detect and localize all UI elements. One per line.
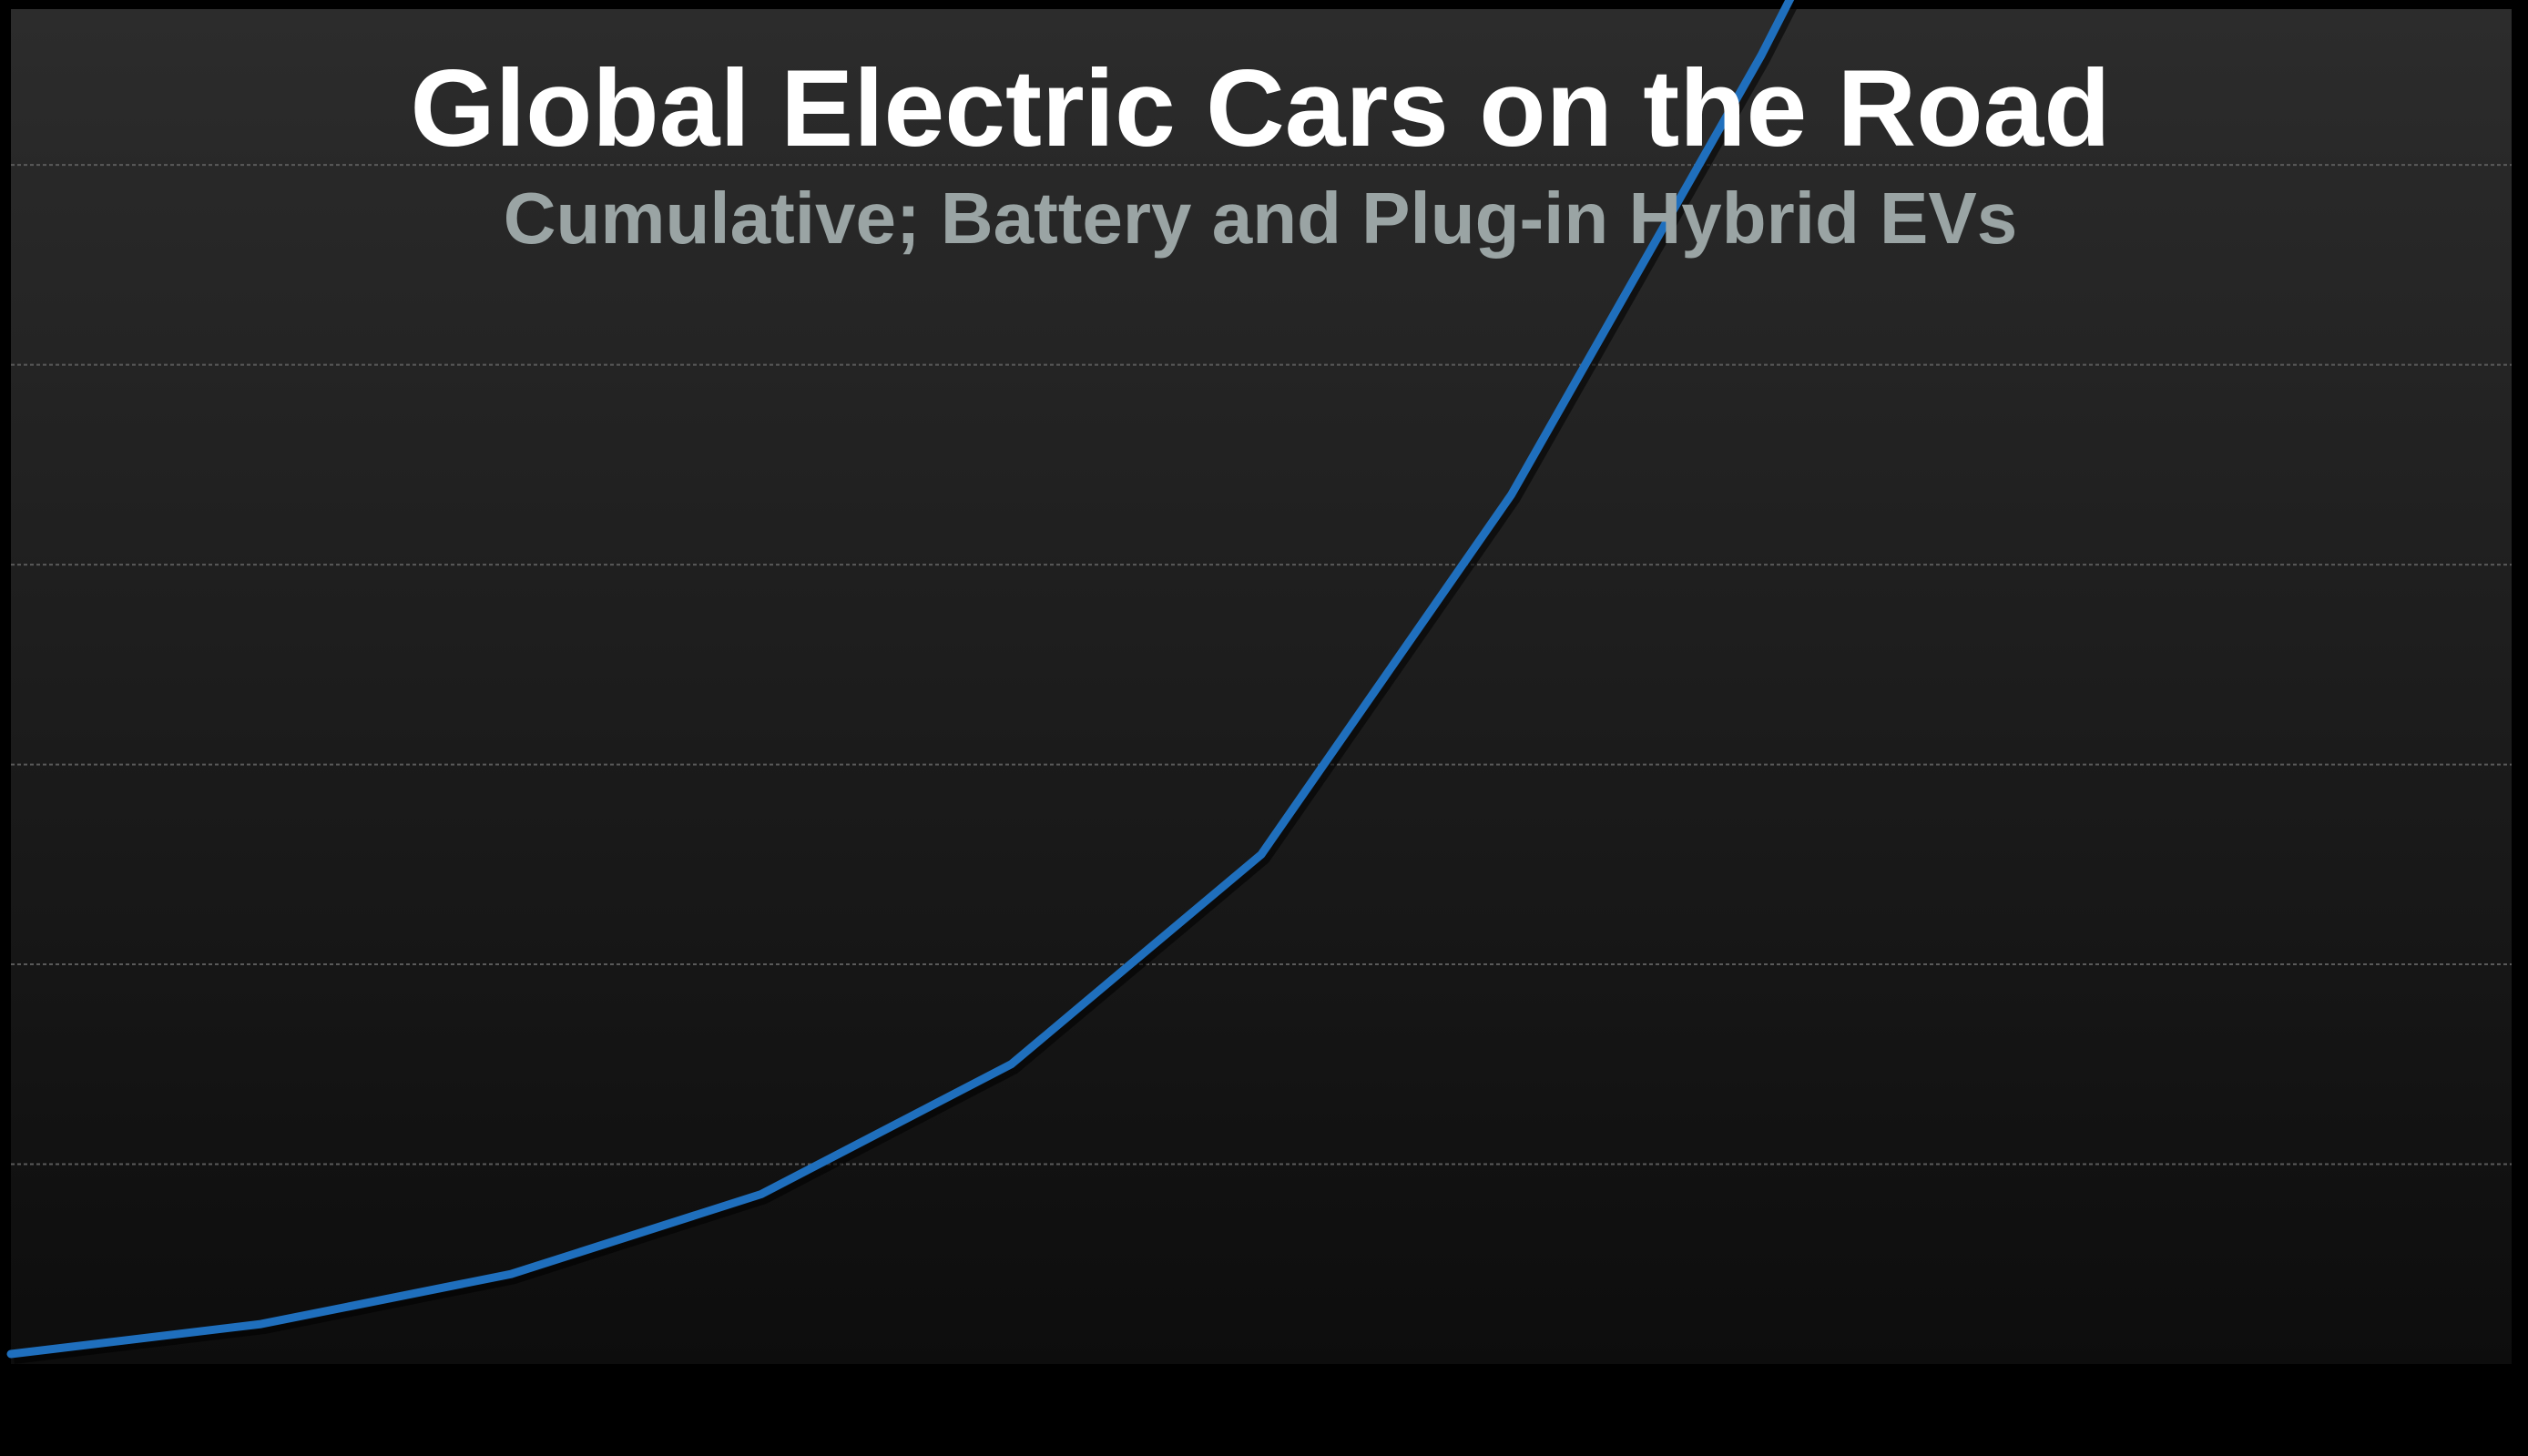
data-point: [1510, 494, 1513, 496]
data-point: [1010, 1063, 1013, 1065]
chart-subtitle: Cumulative; Battery and Plug-in Hybrid E…: [504, 178, 2018, 259]
data-point: [1260, 853, 1262, 856]
data-point: [510, 1273, 513, 1276]
series-layer: [6, 0, 1799, 1364]
plot-area: [11, 9, 2512, 1364]
data-point: [1760, 54, 1763, 56]
data-point: [260, 1323, 262, 1326]
series-line-shadow: [13, 4, 1799, 1364]
chart-title: Global Electric Cars on the Road: [410, 47, 2110, 169]
data-point: [10, 1353, 12, 1356]
grid-lines: [11, 164, 2512, 1166]
data-point: [759, 1193, 762, 1196]
